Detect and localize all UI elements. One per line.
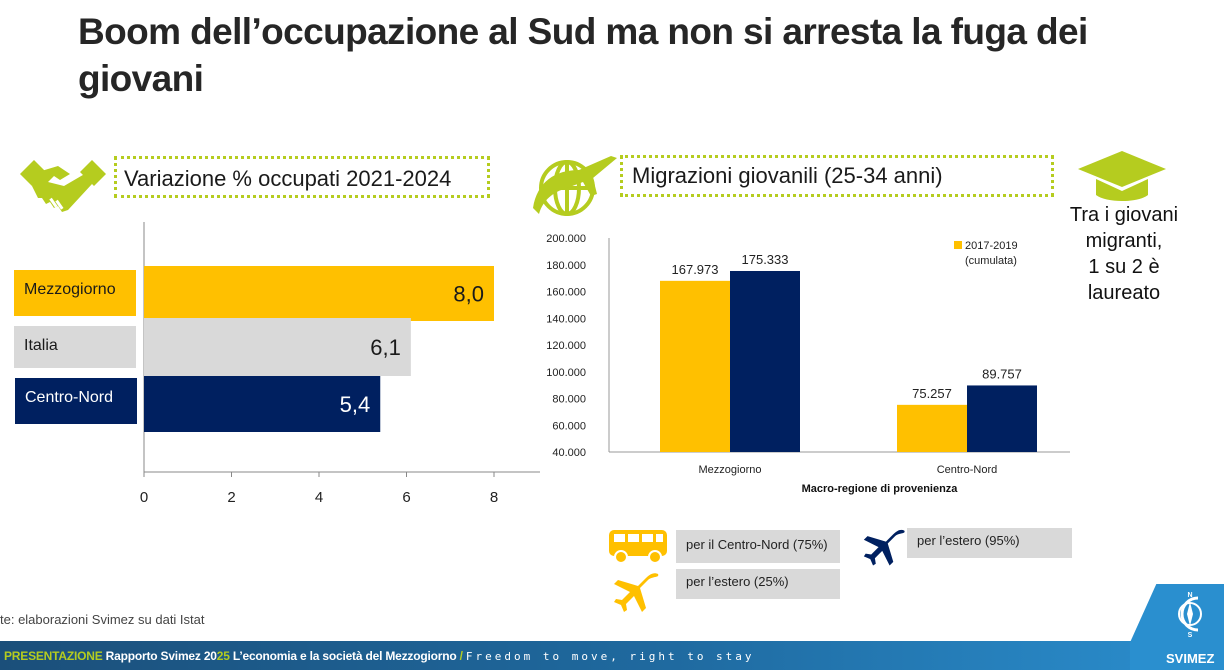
x-axis-title: Macro-regione di provenienza [802,483,959,495]
bar-value-label: 8,0 [453,282,484,307]
x-tick-label: 4 [315,489,323,506]
bar-value-label: 175.333 [742,252,789,267]
bar [660,280,730,452]
x-tick-label: 6 [402,489,410,506]
legend-swatch [954,241,962,249]
graduates-note-line: 1 su 2 è [1088,256,1160,278]
y-tick-label: 200.000 [546,233,586,245]
bar-value-label: 5,4 [340,392,371,417]
graduates-note-line: Tra i giovani [1069,204,1179,226]
y-tick-label: 100.000 [546,367,586,379]
x-tick-label: 2 [227,489,235,506]
category-label-box [14,326,136,368]
bar [144,318,411,376]
category-label-box [15,378,137,424]
employment-change-chart: Mezzogiorno 8,0 Italia 6,1 Centro-Nord 5,4 0 2 4… [14,222,540,506]
footer-bar [0,641,1224,670]
y-tick-label: 60.000 [552,420,586,432]
chart2-title-box [620,155,1054,197]
legend-label: (cumulata) [965,255,1017,267]
category-label-box [14,270,136,316]
chart1-title: Variazione % occupati 2021-2024 [124,166,452,191]
y-tick-label: 160.000 [546,287,586,299]
graduates-note-line: laureato [1087,282,1161,304]
compass-n: N [1187,592,1192,599]
x-tick-label: 8 [490,489,498,506]
y-tick-label: 80.000 [552,394,586,406]
footer-presentazione: PRESENTAZIONE [4,649,103,663]
chart1-title-box [114,156,490,198]
x-category-label: Mezzogiorno [699,464,762,476]
handshake-icon [18,156,108,218]
footer-report: Rapporto Svimez 20 [105,649,217,663]
chart2-title: Migrazioni giovanili (25-34 anni) [632,163,943,188]
graduation-cap-icon [1076,149,1168,203]
bar-value-label: 167.973 [672,262,719,277]
globe-plane-icon [527,148,621,220]
note-bus: per il Centro-Nord (75%) [676,530,840,563]
bar-value-label: 6,1 [370,335,401,360]
bus-icon [607,528,669,564]
source-note: te: elaborazioni Svimez su dati Istat [0,612,205,627]
category-label: Centro-Nord [25,389,113,406]
y-tick-label: 180.000 [546,260,586,272]
bar-value-label: 75.257 [912,386,952,401]
x-tick-label: 0 [140,489,148,506]
footer-text: PRESENTAZIONE Rapporto Svimez 2025 L’eco… [4,649,755,663]
footer-tagline: Freedom to move, right to stay [465,650,755,663]
category-label: Mezzogiorno [24,281,116,298]
bar [730,270,800,452]
y-tick-label: 140.000 [546,313,586,325]
footer-report-subtitle: L’economia e la società del Mezzogiorno [229,649,457,663]
y-tick-label: 40.000 [552,447,586,459]
bar [967,385,1037,452]
legend-label: 2017-2019 [965,240,1018,252]
compass-icon: N S [1172,590,1208,639]
graduates-note-line: migranti, [1085,230,1163,252]
bar [144,266,494,321]
note-plane-abroad-25: per l’estero (25%) [676,569,840,599]
y-tick-label: 120.000 [546,340,586,352]
bar-value-label: 89.757 [982,366,1022,381]
x-category-label: Centro-Nord [937,464,998,476]
compass-s: S [1188,632,1193,638]
graduates-note: Tra i giovani migranti, 1 su 2 è laureat… [1054,202,1194,306]
note-plane-abroad-95: per l’estero (95%) [907,528,1072,558]
footer-slash: / [456,649,466,663]
youth-migration-chart: 40.000 60.000 80.000 100.000 120.000 140.000 1… [546,233,1070,495]
footer-report-year: 25 [216,649,230,663]
airplane-icon [612,572,662,616]
logo-text: SVIMEZ [1166,651,1215,666]
category-label: Italia [24,337,58,354]
airplane-icon [862,528,908,570]
slide-title: Boom dell’occupazione al Sud ma non si a… [78,11,1088,99]
bar [897,404,967,452]
bar [144,376,381,432]
